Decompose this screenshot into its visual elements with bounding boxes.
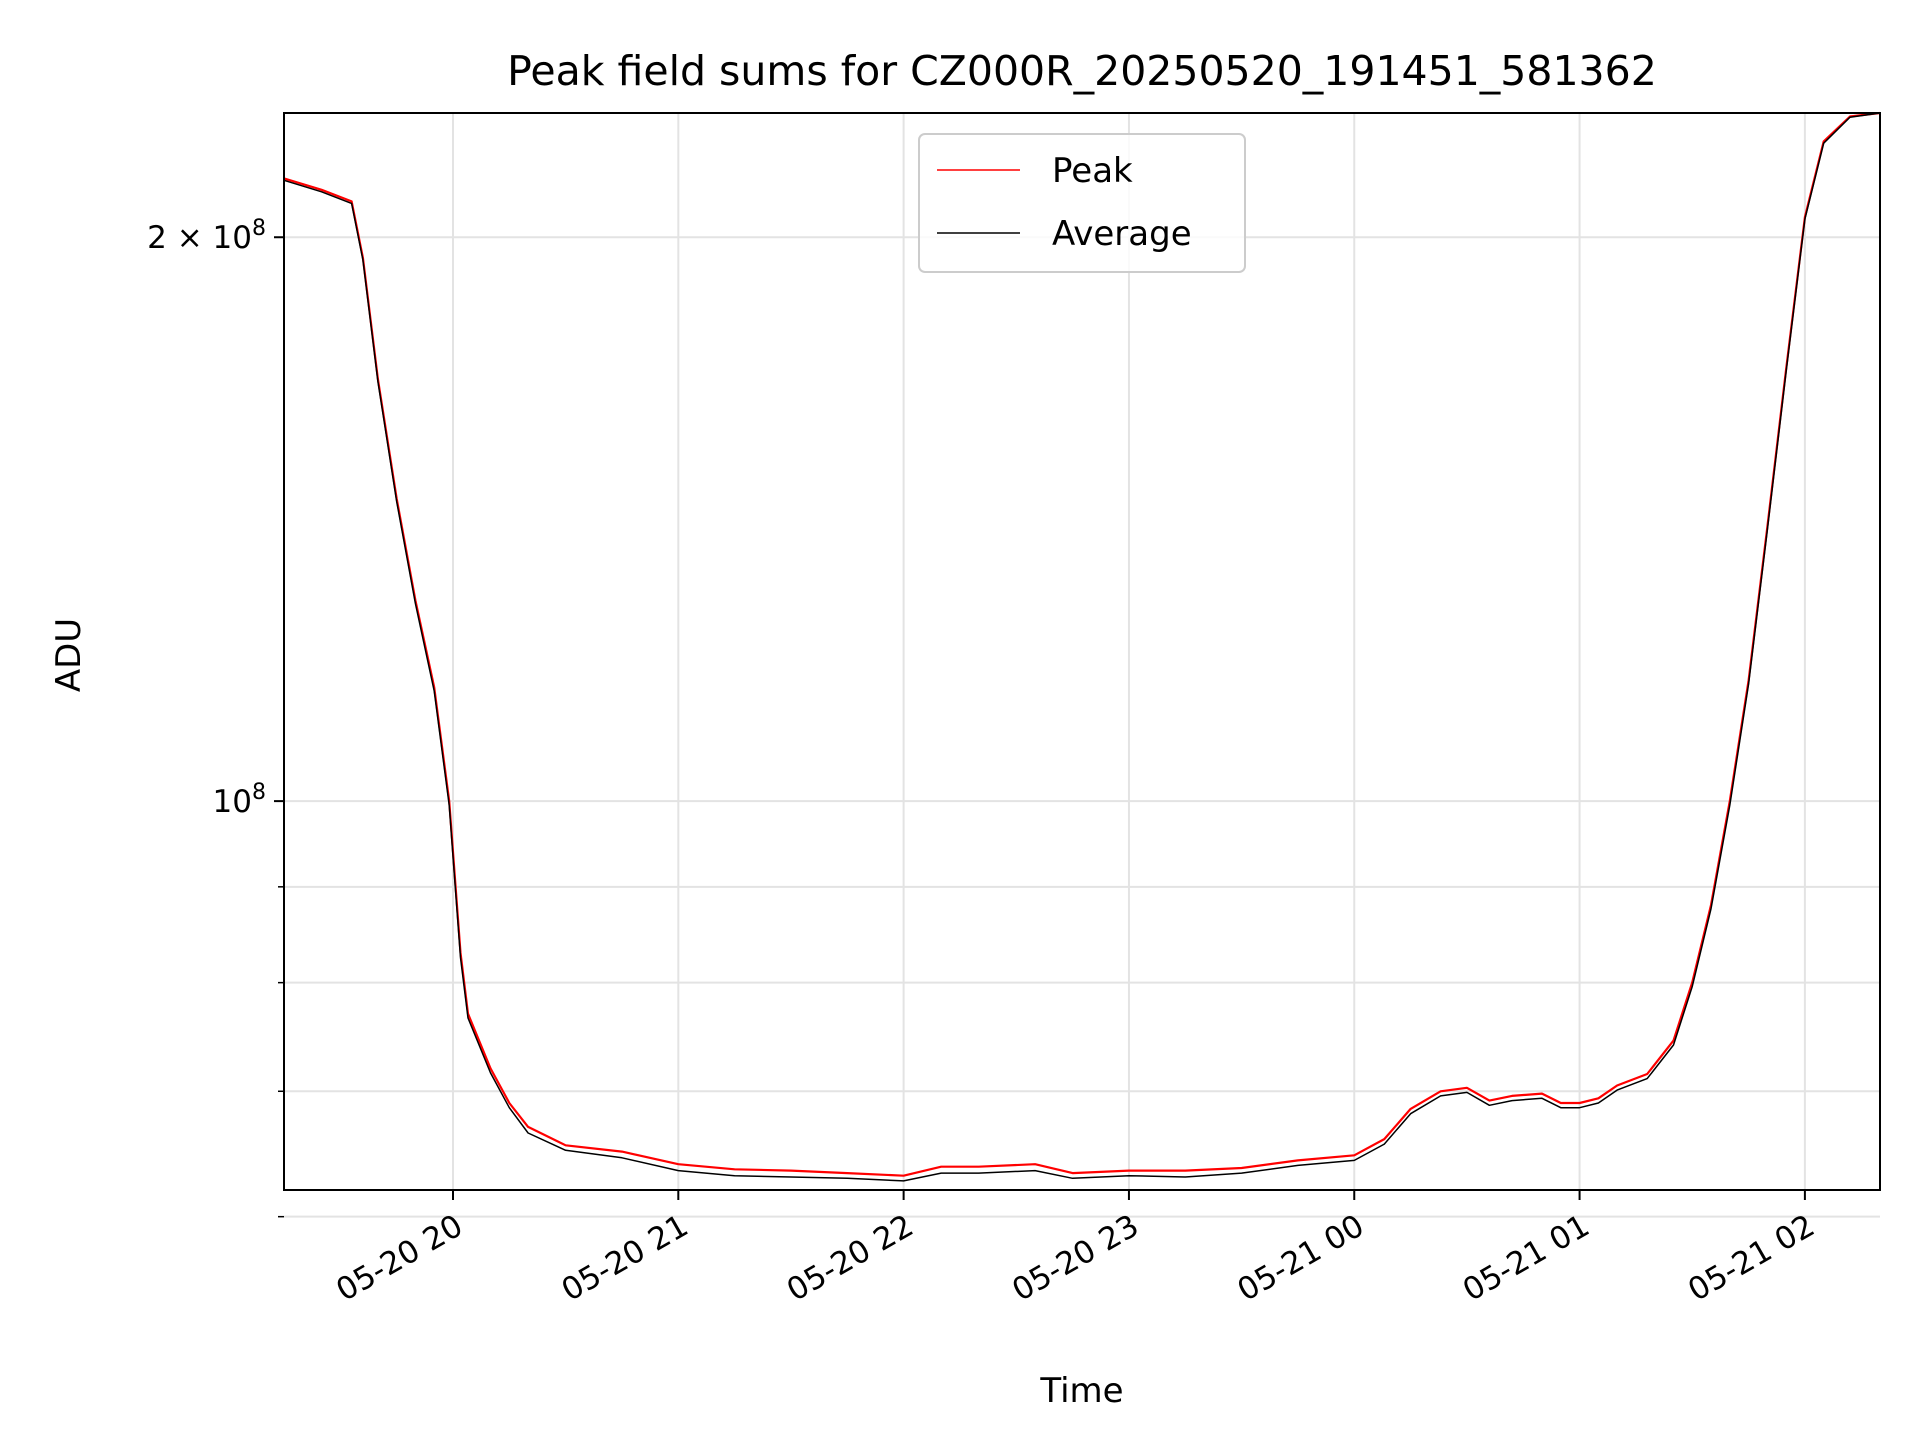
series-layer <box>283 111 1881 1182</box>
y-axis-label: ADU <box>49 618 89 692</box>
legend: Peak Average <box>918 133 1246 273</box>
legend-box <box>918 133 1246 273</box>
y-tick-label: 108 <box>213 780 266 820</box>
legend-label-average: Average <box>1052 214 1192 254</box>
plot-frame <box>283 112 1881 1191</box>
x-axis-label: Time <box>1039 1371 1123 1411</box>
legend-label-peak: Peak <box>1052 151 1133 191</box>
y-tick-label: 2 × 108 <box>147 216 266 256</box>
grid <box>284 113 1880 1218</box>
chart-title: Peak field sums for CZ000R_20250520_1914… <box>507 47 1657 95</box>
series-line-average <box>283 112 1881 1182</box>
